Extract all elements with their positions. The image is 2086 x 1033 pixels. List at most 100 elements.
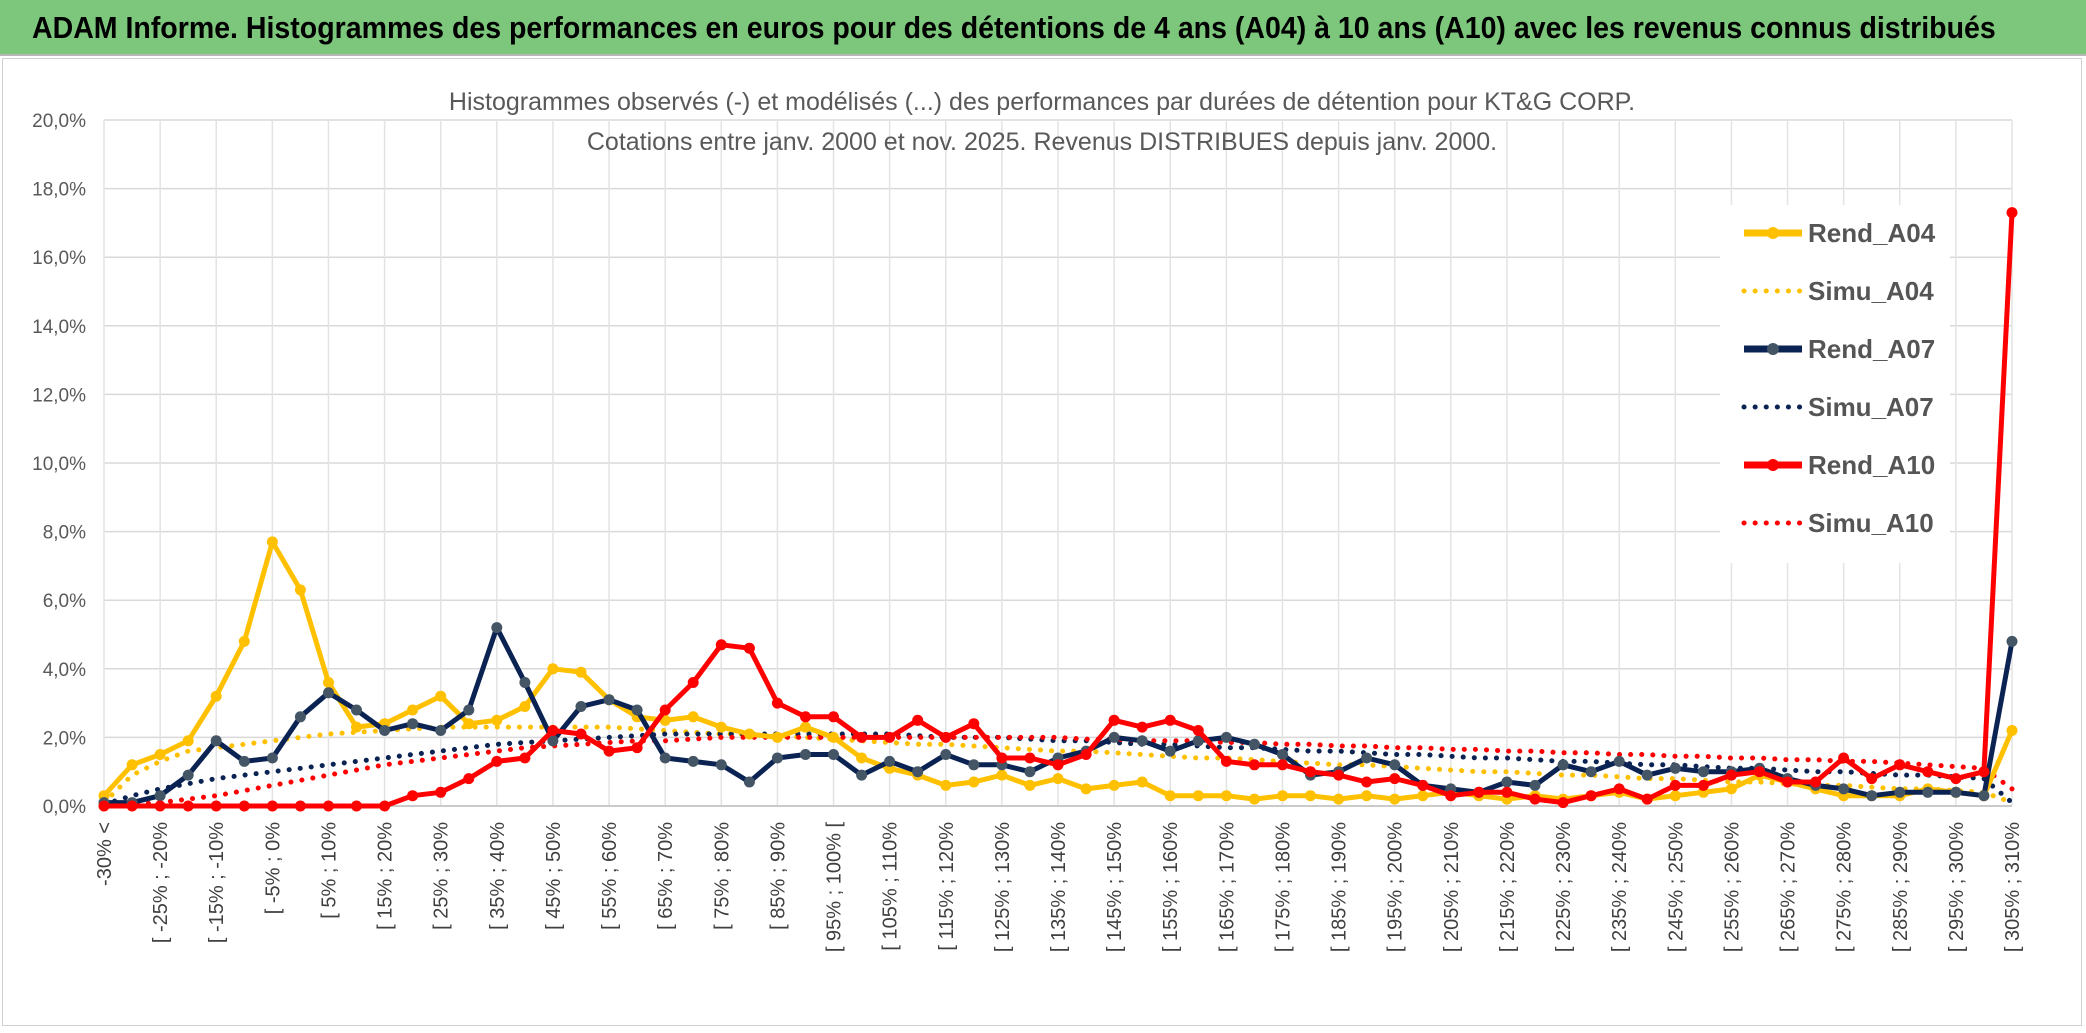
chart-grid — [103, 119, 2013, 807]
x-tick-label: [ 295% ; 300% — [1946, 822, 1968, 952]
data-point — [1922, 766, 1934, 778]
x-tick-label: [ 155% ; 160% — [1160, 822, 1182, 952]
data-point — [1529, 779, 1541, 791]
y-tick-label: 2,0% — [43, 728, 86, 749]
data-point — [1473, 786, 1485, 798]
data-point — [1220, 731, 1232, 743]
data-point — [856, 752, 868, 764]
data-point — [1361, 752, 1373, 764]
data-point — [1754, 766, 1765, 778]
x-tick-label: [ 15% ; 20% — [375, 822, 397, 930]
data-point — [912, 766, 924, 778]
chart-frame — [2, 58, 2082, 1026]
data-point — [1922, 786, 1934, 798]
data-point — [407, 790, 419, 802]
data-point — [1529, 793, 1541, 805]
chart-subtitle: Cotations entre janv. 2000 et nov. 2025.… — [587, 128, 1497, 156]
legend-marker — [1767, 227, 1779, 239]
data-point — [1894, 759, 1906, 771]
data-point — [1445, 790, 1457, 802]
x-tick-label: [ 65% ; 70% — [655, 822, 677, 930]
data-point — [1220, 790, 1232, 802]
x-tick-label: [ 225% ; 230% — [1553, 822, 1575, 952]
data-point — [856, 731, 868, 743]
data-point — [715, 639, 727, 651]
x-tick-label: [ 25% ; 30% — [431, 822, 453, 930]
data-point — [631, 742, 643, 754]
data-point — [743, 728, 755, 740]
legend-label: Rend_A07 — [1808, 334, 1935, 364]
data-point — [996, 769, 1008, 781]
data-point — [1080, 783, 1092, 795]
data-point — [1333, 769, 1345, 781]
data-point — [1220, 755, 1232, 767]
data-point — [266, 536, 278, 548]
data-point — [800, 711, 811, 723]
data-point — [1164, 790, 1176, 802]
data-point — [1389, 759, 1401, 771]
x-axis-ticks: -30% < [ -25% ; -20% [ -15% ; -10% [ -5% ; … — [94, 822, 2024, 953]
legend-item-simu-a07: Simu_A07 — [1741, 392, 1934, 422]
data-point — [435, 725, 447, 736]
data-point — [1389, 793, 1401, 805]
data-point — [968, 759, 980, 771]
data-point — [856, 769, 868, 781]
data-point — [519, 677, 531, 688]
data-point — [1305, 790, 1316, 802]
data-point — [407, 704, 419, 716]
data-point — [547, 663, 559, 675]
data-point — [182, 735, 194, 747]
data-point — [1389, 773, 1401, 785]
data-point — [154, 749, 166, 760]
data-point — [379, 725, 391, 736]
data-point — [1080, 749, 1092, 760]
x-tick-label: [ 95% ; 100% [ — [824, 822, 846, 953]
x-tick-label: [ -5% ; 0% — [262, 822, 284, 914]
legend-item-rend-a07: Rend_A07 — [1744, 334, 1935, 364]
report-banner: ADAM Informe. Histogrammes des performan… — [0, 0, 2086, 56]
legend-background — [1720, 205, 1950, 563]
data-point — [687, 677, 699, 688]
legend-item-simu-a04: Simu_A04 — [1741, 276, 1934, 306]
y-tick-label: 16,0% — [32, 248, 86, 269]
legend-marker — [1767, 343, 1779, 355]
y-tick-label: 18,0% — [32, 180, 86, 201]
data-point — [800, 721, 811, 733]
legend-label: Simu_A04 — [1808, 276, 1934, 306]
data-point — [771, 731, 783, 743]
data-point — [407, 718, 419, 730]
x-tick-label: [ 255% ; 260% — [1721, 822, 1743, 952]
x-tick-label: [ 35% ; 40% — [487, 822, 509, 930]
data-point — [323, 800, 334, 812]
legend-label: Rend_A04 — [1808, 218, 1936, 248]
data-point — [351, 800, 362, 812]
chart-series — [98, 207, 2018, 812]
y-tick-label: 10,0% — [32, 454, 86, 475]
x-tick-label: [ 75% ; 80% — [711, 822, 733, 930]
legend-marker — [1767, 459, 1779, 471]
data-point — [379, 800, 391, 812]
data-point — [2006, 725, 2018, 736]
x-tick-label: [ 265% ; 270% — [1778, 822, 1800, 952]
data-point — [351, 704, 362, 716]
legend-label: Simu_A10 — [1808, 508, 1934, 538]
data-point — [1866, 773, 1878, 785]
data-point — [575, 666, 587, 678]
data-point — [1024, 779, 1036, 791]
data-point — [996, 752, 1008, 764]
y-tick-label: 8,0% — [43, 523, 86, 544]
series-line — [101, 731, 2015, 807]
data-point — [1613, 755, 1625, 767]
data-point — [547, 735, 559, 747]
x-tick-label: [ 185% ; 190% — [1329, 822, 1351, 952]
data-point — [266, 800, 278, 812]
data-point — [2006, 635, 2018, 647]
x-tick-label: [ 135% ; 140% — [1048, 822, 1070, 952]
data-point — [1669, 762, 1681, 774]
y-tick-label: 6,0% — [43, 591, 86, 612]
series-line — [101, 734, 2015, 809]
data-point — [1305, 766, 1316, 778]
data-point — [519, 701, 531, 712]
y-tick-label: 0,0% — [43, 797, 86, 818]
